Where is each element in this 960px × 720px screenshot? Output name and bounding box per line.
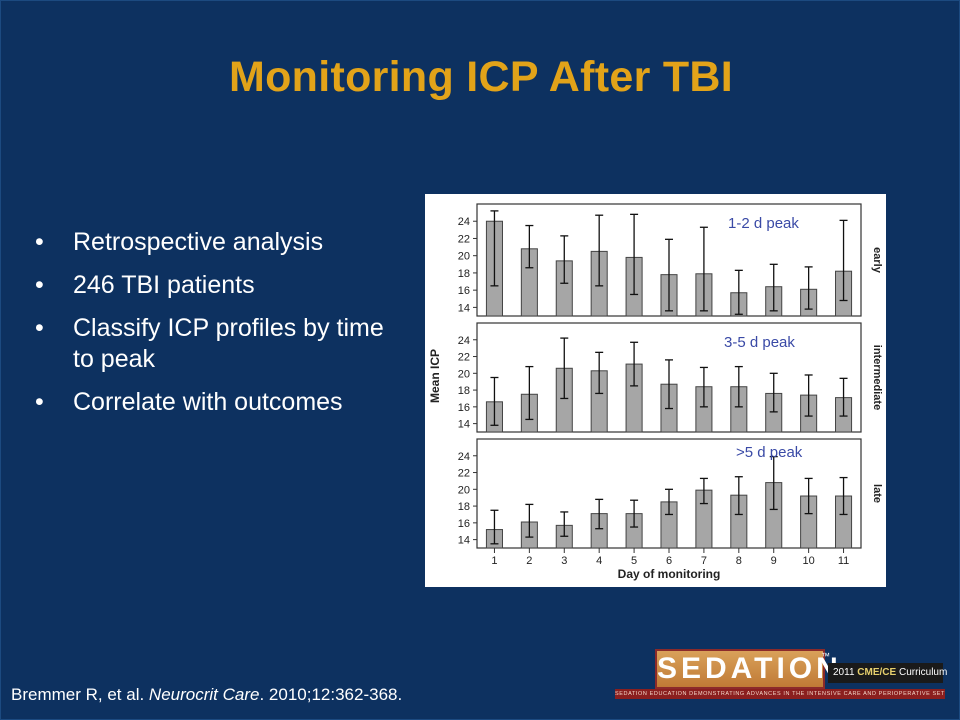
y-tick-label: 22 xyxy=(458,233,470,245)
icp-chart: 14 16 18 20 22 24 early 14 16 18 20 22 24 intermediat… xyxy=(425,194,886,587)
y-tick-label: 18 xyxy=(458,385,470,397)
x-tick-label: 4 xyxy=(596,555,602,567)
bullet-text: Correlate with outcomes xyxy=(73,388,343,416)
y-tick-label: 16 xyxy=(458,402,470,414)
y-tick-label: 24 xyxy=(458,216,470,228)
logo-year: 2011 xyxy=(833,667,858,678)
panel-label: early xyxy=(871,247,883,274)
y-tick-label: 16 xyxy=(458,518,470,530)
y-tick-label: 18 xyxy=(458,268,470,280)
y-tick-label: 14 xyxy=(458,419,470,431)
y-tick-label: 24 xyxy=(458,335,470,347)
logo-trademark: ™ xyxy=(821,651,830,661)
bullet-dot: • xyxy=(35,314,44,342)
x-tick-label: 6 xyxy=(666,555,672,567)
logo-strip: SEDATION EDUCATION DEMONSTRATING ADVANCE… xyxy=(615,689,945,699)
bullet-dot: • xyxy=(35,228,44,256)
y-tick-label: 20 xyxy=(458,251,470,263)
slide-title: Monitoring ICP After TBI xyxy=(228,53,734,101)
y-tick-label: 24 xyxy=(458,451,470,463)
y-tick-label: 14 xyxy=(458,302,470,314)
bullet-dot: • xyxy=(35,388,44,416)
x-tick-label: 8 xyxy=(736,555,742,567)
y-tick-label: 14 xyxy=(458,535,470,547)
y-axis-label: Mean ICP xyxy=(428,349,442,403)
logo-curriculum: 2011 CME/CE Curriculum xyxy=(828,663,947,683)
x-tick-label: 7 xyxy=(701,555,707,567)
sedation-logo: SEDATION ™ 2011 CME/CE Curriculum SEDATI… xyxy=(615,649,947,701)
panel-label: intermediate xyxy=(871,345,883,410)
icp-chart-svg: 141618202224early141618202224intermediat… xyxy=(428,203,883,581)
bullet-list: • Retrospective analysis • 246 TBI patient… xyxy=(35,227,410,430)
peak-label-intermediate: 3-5 d peak xyxy=(724,334,795,351)
bullet-item: • Retrospective analysis xyxy=(35,227,410,258)
y-tick-label: 22 xyxy=(458,468,470,480)
y-tick-label: 16 xyxy=(458,285,470,297)
bullet-item: • Correlate with outcomes xyxy=(35,387,410,418)
x-tick-label: 11 xyxy=(838,555,849,567)
x-tick-label: 9 xyxy=(771,555,777,567)
bullet-dot: • xyxy=(35,271,44,299)
x-tick-label: 1 xyxy=(491,555,497,567)
bullet-text: Classify ICP profiles by time to peak xyxy=(73,314,384,373)
logo-curriculum-text: Curriculum xyxy=(896,667,948,678)
x-tick-label: 5 xyxy=(631,555,637,567)
citation-details: . 2010;12:362-368. xyxy=(259,685,403,704)
logo-wordmark: SEDATION xyxy=(655,649,838,689)
x-tick-label: 10 xyxy=(803,555,815,567)
bullet-item: • Classify ICP profiles by time to peak xyxy=(35,313,410,375)
bullet-text: Retrospective analysis xyxy=(73,228,324,256)
x-tick-label: 3 xyxy=(561,555,567,567)
x-tick-label: 2 xyxy=(526,555,532,567)
citation-journal: Neurocrit Care xyxy=(148,685,260,704)
bullet-item: • 246 TBI patients xyxy=(35,270,410,301)
y-tick-label: 18 xyxy=(458,501,470,513)
citation-authors: Bremmer R, et al. xyxy=(11,685,149,704)
citation: Bremmer R, et al. Neurocrit Care. 2010;1… xyxy=(11,685,402,705)
x-axis-label: Day of monitoring xyxy=(618,567,721,581)
peak-label-early: 1-2 d peak xyxy=(728,215,799,232)
peak-label-late: >5 d peak xyxy=(736,444,803,461)
y-tick-label: 20 xyxy=(458,368,470,380)
panel-label: late xyxy=(871,484,883,503)
logo-cme: CME/CE xyxy=(857,667,897,678)
y-tick-label: 22 xyxy=(458,352,470,364)
y-tick-label: 20 xyxy=(458,484,470,496)
bullet-text: 246 TBI patients xyxy=(73,271,255,299)
